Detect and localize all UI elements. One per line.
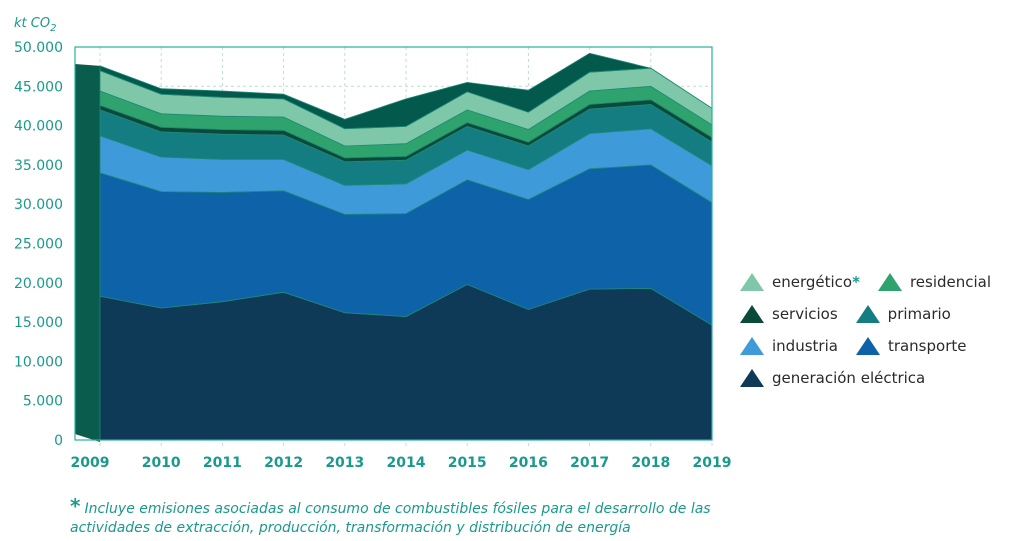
y-tick-label: 5.000	[23, 394, 63, 410]
triangle-icon	[855, 337, 880, 355]
y-tick-label: 20.000	[14, 276, 63, 292]
y-tick-label: 25.000	[14, 237, 63, 253]
legend-label-primario: primario	[887, 305, 951, 323]
y-axis-label: kt CO2	[14, 16, 56, 34]
legend-label-industria: industria	[772, 337, 838, 355]
x-tick-label: 2014	[387, 455, 426, 471]
legend-label-servicios: servicios	[772, 305, 838, 323]
legend-item-generacion-electrica: generación eléctrica	[740, 369, 925, 387]
legend-item-servicios: servicios	[740, 305, 838, 323]
legend-row: industria transporte	[740, 330, 1015, 362]
y-tick-label: 15.000	[14, 315, 63, 331]
y-tick-label: 10.000	[14, 354, 63, 370]
plot-border	[74, 46, 713, 441]
x-tick-label: 2012	[264, 455, 303, 471]
triangle-icon	[740, 369, 764, 387]
legend-row: servicios primario	[740, 298, 1015, 330]
depth-band	[75, 63, 100, 443]
x-tick-label: 2016	[509, 455, 548, 471]
legend-item-energetico: energético*	[740, 273, 860, 291]
legend-item-residencial: residencial	[877, 273, 992, 291]
x-tick-label: 2013	[325, 455, 364, 471]
y-tick-label: 30.000	[14, 197, 63, 213]
y-tick-label: 45.000	[14, 79, 63, 95]
triangle-icon	[740, 337, 764, 355]
triangle-icon	[740, 273, 764, 291]
legend-star: *	[852, 273, 860, 291]
legend-row: generación eléctrica	[740, 362, 1015, 394]
legend-item-transporte: transporte	[855, 337, 967, 355]
x-tick-label: 2010	[142, 455, 181, 471]
legend-label-residencial: residencial	[909, 273, 992, 291]
y-tick-label: 0	[54, 433, 63, 449]
triangle-icon	[740, 305, 764, 323]
legend-row: energético* residencial	[740, 266, 1015, 298]
area-series-7	[99, 52, 713, 130]
legend-label-transporte: transporte	[887, 337, 967, 355]
x-tick-label: 2011	[203, 455, 242, 471]
x-tick-label: 2017	[570, 455, 609, 471]
y-tick-label: 35.000	[14, 158, 63, 174]
footnote: * Incluye emisiones asociadas al consumo …	[70, 494, 730, 538]
chart-legend: energético* residencial servicios primar…	[740, 266, 1015, 394]
footnote-star: *	[70, 494, 81, 518]
legend-label-energetico: energético	[772, 273, 853, 291]
x-tick-label: 2018	[631, 455, 670, 471]
legend-item-industria: industria	[740, 337, 838, 355]
y-tick-label: 50.000	[14, 40, 63, 56]
legend-item-primario: primario	[855, 305, 951, 323]
x-tick-label: 2009	[71, 455, 110, 471]
legend-label-generacion-electrica: generación eléctrica	[772, 369, 926, 387]
triangle-icon	[855, 305, 880, 323]
footnote-text: Incluye emisiones asociadas al consumo d…	[70, 501, 711, 536]
y-tick-label: 40.000	[14, 119, 63, 135]
x-tick-label: 2019	[693, 455, 732, 471]
x-tick-label: 2015	[448, 455, 487, 471]
triangle-icon	[877, 273, 902, 291]
